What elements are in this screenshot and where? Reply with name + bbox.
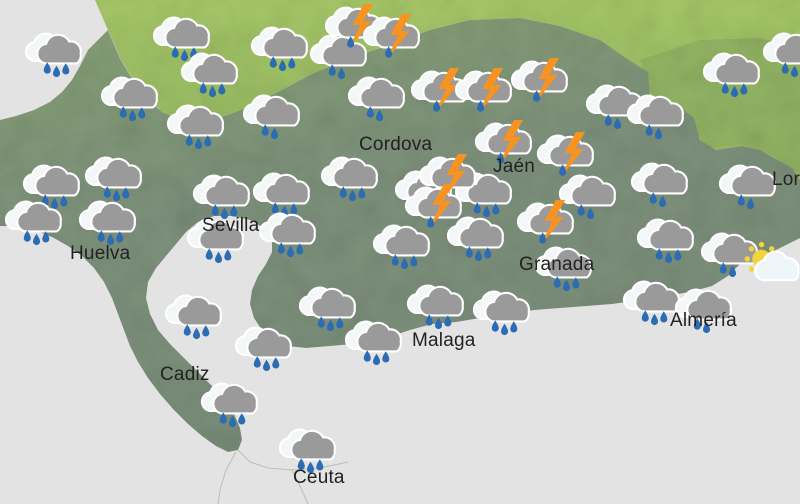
city-label-jan[interactable]: Jaén (493, 156, 536, 177)
weather-icon-rain[interactable] (583, 80, 647, 132)
weather-icon-rain[interactable] (345, 72, 409, 124)
city-label-lor[interactable]: Lor (772, 169, 800, 190)
weather-icon-rain[interactable] (716, 160, 780, 212)
weather-icon-rain[interactable] (698, 228, 762, 280)
weather-icon-rain[interactable] (628, 158, 692, 210)
city-label-malaga[interactable]: Malaga (412, 330, 476, 351)
region-northeast (640, 38, 800, 176)
city-label-sevilla[interactable]: Sevilla (202, 215, 260, 236)
weather-icon-rain[interactable] (98, 72, 162, 124)
weather-icon-thunderstorm[interactable] (360, 12, 424, 64)
city-label-cadiz[interactable]: Cadiz (160, 364, 210, 385)
city-label-cordova[interactable]: Cordova (359, 134, 433, 155)
weather-icon-thunderstorm[interactable] (402, 182, 466, 234)
weather-icon-rain[interactable] (190, 170, 254, 222)
weather-icon-rain[interactable] (82, 152, 146, 204)
weather-icon-rain[interactable] (342, 316, 406, 368)
weather-icon-rain[interactable] (178, 48, 242, 100)
city-label-ceuta[interactable]: Ceuta (293, 467, 345, 488)
weather-icon-rain[interactable] (318, 152, 382, 204)
weather-icon-rain[interactable] (2, 196, 66, 248)
city-label-almera[interactable]: Almería (670, 310, 737, 331)
weather-icon-rain[interactable] (150, 12, 214, 64)
weather-icon-rain[interactable] (307, 30, 371, 82)
weather-icon-thunderstorm[interactable] (408, 66, 472, 118)
weather-icon-rain[interactable] (20, 160, 84, 212)
weather-icon-thunderstorm[interactable] (472, 118, 536, 170)
weather-icon-thunderstorm[interactable] (452, 66, 516, 118)
weather-icon-rain[interactable] (700, 48, 764, 100)
weather-icon-rain[interactable] (532, 242, 596, 294)
weather-icon-rain[interactable] (370, 220, 434, 272)
weather-icon-rain[interactable] (250, 168, 314, 220)
weather-icon-thunderstorm[interactable] (534, 130, 598, 182)
weather-icon-thunderstorm[interactable] (322, 2, 386, 54)
weather-icon-rain[interactable] (276, 424, 340, 476)
weather-icon-rain[interactable] (470, 286, 534, 338)
city-label-huelva[interactable]: Huelva (70, 243, 131, 264)
weather-icon-rain[interactable] (624, 90, 688, 142)
weather-icon-thunderstorm[interactable] (508, 56, 572, 108)
weather-icon-rain[interactable] (240, 90, 304, 142)
weather-icon-thunderstorm[interactable] (514, 198, 578, 250)
weather-icon-rain[interactable] (760, 28, 800, 80)
weather-icon-rain[interactable] (198, 378, 262, 430)
weather-icon-rain[interactable] (634, 214, 698, 266)
weather-icon-sunny-cloud[interactable] (738, 238, 800, 290)
weather-icon-rain[interactable] (620, 276, 684, 328)
weather-icon-rain[interactable] (248, 22, 312, 74)
weather-icon-rain[interactable] (256, 208, 320, 260)
weather-icon-rain[interactable] (184, 214, 248, 266)
weather-icon-rain[interactable] (232, 322, 296, 374)
weather-icon-rain[interactable] (164, 100, 228, 152)
weather-icon-rain[interactable] (76, 196, 140, 248)
weather-icon-rain[interactable] (162, 290, 226, 342)
weather-icon-rain[interactable] (404, 280, 468, 332)
weather-icon-rain[interactable] (556, 170, 620, 222)
weather-icon-rain[interactable] (22, 28, 86, 80)
weather-icon-rain[interactable] (672, 284, 736, 336)
weather-icon-rain[interactable] (296, 282, 360, 334)
weather-icon-thunderstorm[interactable] (416, 152, 480, 204)
weather-icon-rain[interactable] (444, 212, 508, 264)
city-label-granada[interactable]: Granada (519, 254, 595, 275)
